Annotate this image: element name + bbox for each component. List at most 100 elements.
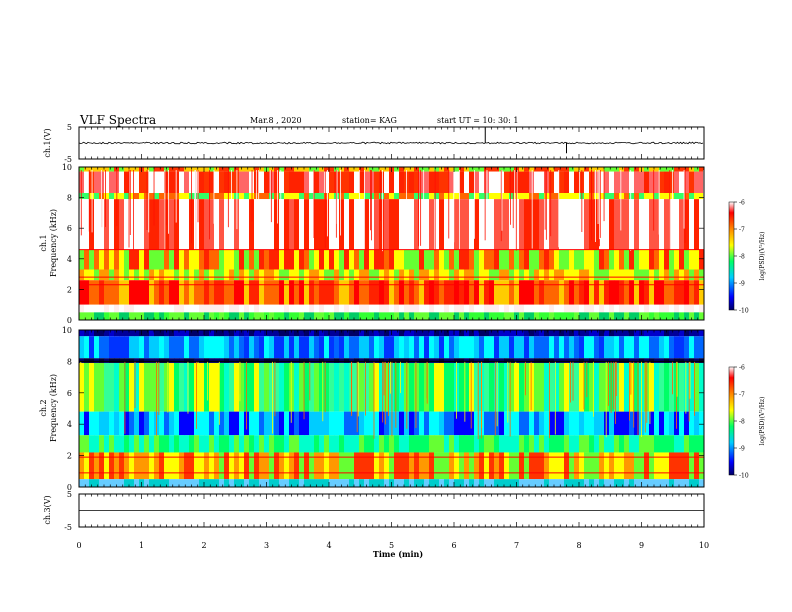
ch1-spectrogram-cell	[499, 280, 505, 305]
ch2-spectrogram-cell	[389, 336, 395, 359]
ch1-spectrogram-cell	[394, 304, 400, 313]
ch2-spectrogram-cell	[319, 452, 325, 480]
ch2-spectrogram-cell	[169, 411, 175, 436]
ch1-spectrogram-cell	[699, 304, 705, 313]
y-tick-label: 0	[67, 316, 72, 325]
ch2-spectrogram-cell	[229, 336, 235, 359]
ch2-spectrogram-cell	[79, 435, 85, 453]
ch2-spectrogram-cell	[629, 411, 635, 436]
ch1-spectrogram-cell	[459, 199, 465, 250]
ch2-spectrogram-cell	[689, 452, 695, 480]
ch1-spectrogram-cell	[674, 249, 680, 270]
ch1-spectrogram-cell	[284, 312, 290, 320]
ch2-spectrogram-cell	[254, 358, 260, 363]
ch1-spectrogram-cell	[174, 167, 180, 172]
ch2-spectrogram-cell	[399, 435, 405, 453]
ch1-spectrogram-cell	[519, 193, 525, 200]
ch2-spectrogram-cell	[189, 336, 195, 359]
ch2-spectrogram-cell	[489, 435, 495, 453]
ch1-spectrogram-cell	[484, 167, 490, 172]
ch1-spectrogram-cell	[434, 304, 440, 313]
ch1-spectrogram-cell	[259, 193, 265, 200]
ch2-spectrogram-cell	[304, 435, 310, 453]
ch1-spectrogram-cell	[559, 280, 565, 305]
ch2-spectrogram-cell	[219, 435, 225, 453]
ch1-spectrogram-cell	[404, 312, 410, 320]
ch2-spectrogram-cell	[539, 411, 545, 436]
ch1-spectrogram-cell	[379, 249, 385, 270]
ch2-spectrogram-cell	[529, 336, 535, 359]
ch2-spectrogram-cell	[379, 452, 385, 480]
ch2-spectrogram-cell	[114, 362, 120, 412]
ch2-spectrogram-cell	[139, 362, 145, 412]
ch2-spectrogram-cell	[589, 435, 595, 453]
ch1-spectrogram-cell	[284, 199, 290, 250]
ch1-spectrogram-cell	[409, 167, 415, 172]
ch2-spectrogram-cell	[174, 336, 180, 359]
ch1-spectrogram-cell	[659, 269, 665, 281]
ch2-spectrogram-cell	[699, 452, 705, 480]
ch2-spectrogram-cell	[199, 411, 205, 436]
ch1-spectrogram-cell	[374, 199, 380, 250]
ch1-spectrogram-cell	[594, 249, 600, 270]
ch1-spectrogram-cell	[444, 199, 450, 250]
ch2-spectrogram-cell	[489, 362, 495, 412]
ch1-spectrogram-cell	[334, 269, 340, 281]
y-tick-label: 4	[67, 420, 72, 429]
ch1-spectrogram-cell	[549, 249, 555, 270]
ch1-spectrogram-cell	[124, 312, 130, 320]
ch2-spectrogram-cell	[424, 435, 430, 453]
ch2-spectrogram-cell	[509, 435, 515, 453]
ch1-spectrogram-cell	[484, 249, 490, 270]
ch1-spectrogram-cell	[84, 312, 90, 320]
ch2-spectrogram-cell	[474, 358, 480, 363]
ch1-spectrogram-cell	[264, 249, 270, 270]
ch1-spectrogram-cell	[249, 249, 255, 270]
ch2-spectrogram-cell	[324, 452, 330, 480]
ch2-spectrogram-cell	[434, 411, 440, 436]
ch1-spectrogram-cell	[654, 280, 660, 305]
ch1-spectrogram-cell	[354, 312, 360, 320]
ch1-spectrogram-cell	[474, 312, 480, 320]
ch2-spectrogram-cell	[149, 411, 155, 436]
ch2-spectrogram-cell	[549, 336, 555, 359]
ch2-spectrogram-cell	[219, 358, 225, 363]
ch1-spectrogram-cell	[459, 269, 465, 281]
ch1-spectrogram-cell	[549, 269, 555, 281]
ch1-spectrogram-cell	[174, 171, 180, 194]
ch1-spectrogram-cell	[674, 167, 680, 172]
ch2-spectrogram-cell	[94, 336, 100, 359]
ch2-spectrogram-cell	[129, 330, 135, 337]
ch1-spectrogram-cell	[189, 312, 195, 320]
ch1-spectrogram-cell	[319, 249, 325, 270]
ch2-spectrogram-cell	[699, 479, 705, 487]
ch2-spectrogram-cell	[419, 362, 425, 412]
ch1-spectrogram-cell	[484, 280, 490, 305]
ch2-spectrogram-cell	[154, 336, 160, 359]
ch2-spectrogram-cell	[499, 452, 505, 480]
ch2-spectrogram-cell	[579, 411, 585, 436]
ch2-spectrogram-cell	[279, 452, 285, 480]
ch1-spectrogram-cell	[204, 280, 210, 305]
ch2-spectrogram-cell	[504, 330, 510, 337]
ch1-spectrogram-cell	[274, 312, 280, 320]
ch2-spectrogram-cell	[299, 452, 305, 480]
ch1-spectrogram-cell	[589, 249, 595, 270]
ch2-spectrogram-cell	[484, 358, 490, 363]
ch1-spectrogram-cell	[369, 280, 375, 305]
ch2-spectrogram-cell	[394, 435, 400, 453]
ch2-spectrogram-cell	[569, 362, 575, 412]
ch2-spectrogram-cell	[544, 362, 550, 412]
ch1-spectrogram-cell	[329, 171, 335, 194]
ch1-spectrogram-cell	[469, 304, 475, 313]
ch1-waveform-trace	[78, 127, 704, 154]
ch2-spectrogram-cell	[584, 330, 590, 337]
ch2-spectrogram-cell	[469, 362, 475, 412]
ch1-spectrogram-cell	[139, 171, 145, 194]
ch2-spectrogram-cell	[319, 358, 325, 363]
ch2-spectrogram-cell	[234, 362, 240, 412]
ch2-spectrogram-cell	[649, 358, 655, 363]
ch1-spectrogram-cell	[484, 312, 490, 320]
ch2-spectrogram-cell	[544, 358, 550, 363]
ch1-spectrogram-cell	[494, 199, 500, 250]
